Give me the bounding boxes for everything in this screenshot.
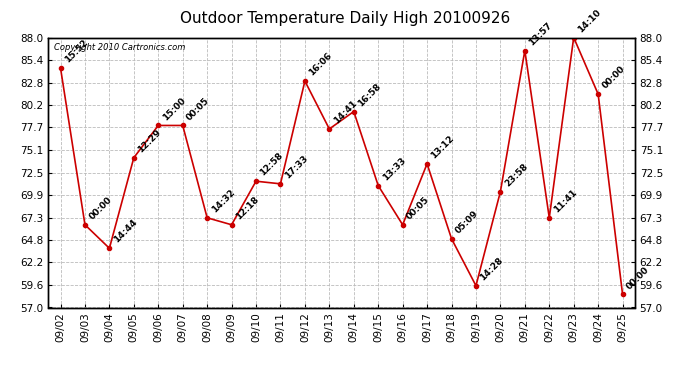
Text: 14:41: 14:41 — [332, 99, 359, 126]
Text: 00:05: 00:05 — [185, 96, 212, 122]
Text: 12:58: 12:58 — [259, 151, 285, 178]
Text: 05:09: 05:09 — [454, 209, 480, 235]
Text: 00:05: 00:05 — [405, 195, 431, 221]
Text: 00:00: 00:00 — [625, 265, 651, 291]
Text: 00:00: 00:00 — [600, 64, 627, 91]
Text: 14:28: 14:28 — [478, 255, 505, 282]
Text: 00:00: 00:00 — [88, 195, 114, 221]
Text: 13:57: 13:57 — [527, 20, 554, 47]
Text: 14:32: 14:32 — [210, 188, 236, 214]
Text: 15:00: 15:00 — [161, 96, 187, 122]
Text: Outdoor Temperature Daily High 20100926: Outdoor Temperature Daily High 20100926 — [180, 11, 510, 26]
Text: 15:52: 15:52 — [63, 38, 90, 64]
Text: 14:44: 14:44 — [112, 218, 139, 245]
Text: 14:10: 14:10 — [576, 8, 603, 34]
Text: 16:58: 16:58 — [356, 81, 383, 108]
Text: 13:33: 13:33 — [381, 156, 407, 182]
Text: 12:18: 12:18 — [234, 195, 261, 221]
Text: 11:41: 11:41 — [552, 188, 578, 214]
Text: 16:06: 16:06 — [307, 51, 334, 78]
Text: 13:12: 13:12 — [429, 134, 456, 160]
Text: 17:33: 17:33 — [283, 154, 310, 180]
Text: 23:58: 23:58 — [503, 162, 529, 188]
Text: 12:29: 12:29 — [137, 128, 163, 154]
Text: Copyright 2010 Cartronics.com: Copyright 2010 Cartronics.com — [55, 43, 186, 52]
